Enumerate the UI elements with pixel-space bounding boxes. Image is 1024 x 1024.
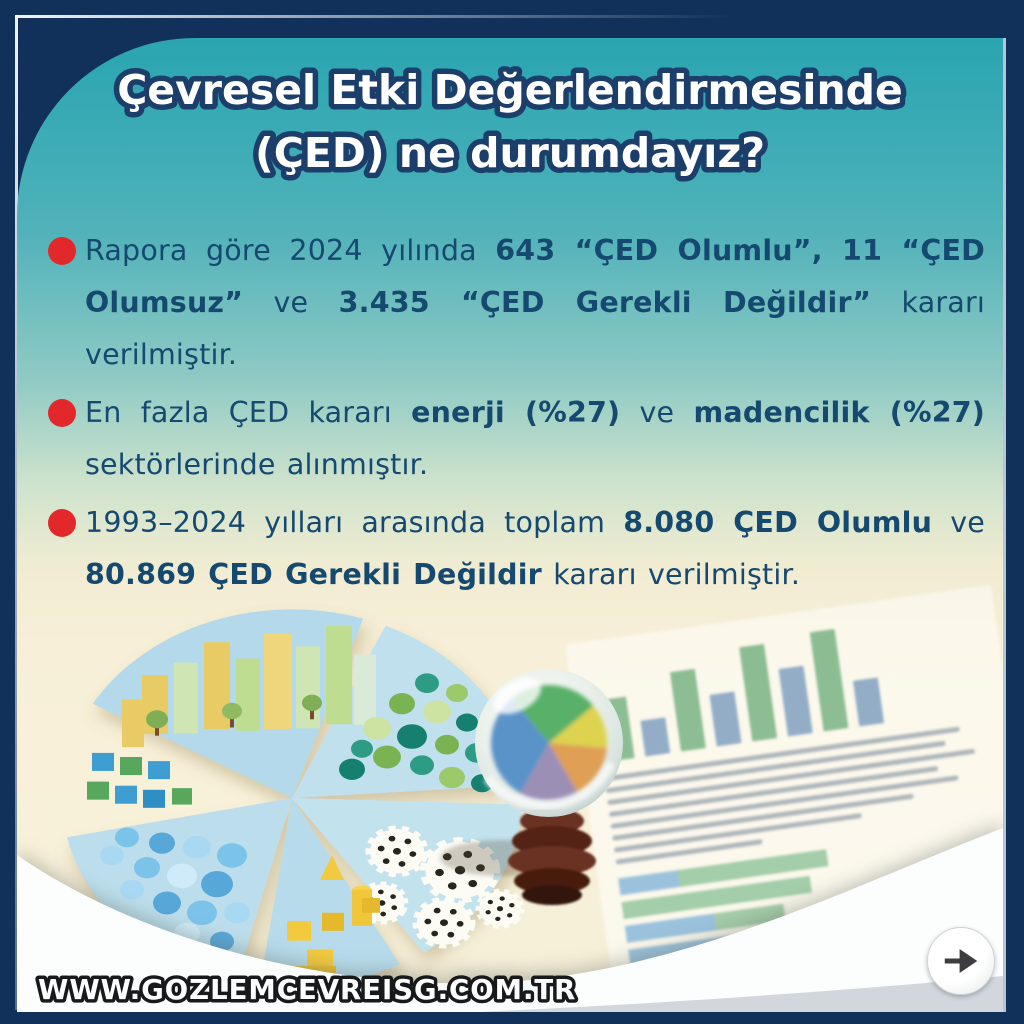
bullet-text-segment: 643 “ÇED Olumlu”, 11 “ÇED Olumsuz” [85,234,985,319]
website-url: WWW.GOZLEMCEVREISG.COM.TR [38,974,576,1006]
bullet-text-segment: sektörlerinde alınmıştır. [85,448,429,481]
bullet-text-segment: kararı verilmiştir. [541,558,801,591]
bullet-text-segment: 1993–2024 yılları arasında toplam [85,506,624,539]
bullet-text-segment: Rapora göre 2024 yılında [85,234,496,267]
page-title-line2: (ÇED) ne durumdayız? [255,129,765,177]
bullet-item: En fazla ÇED kararı enerji (%27) ve made… [48,387,985,491]
bullet-list: Rapora göre 2024 yılında 643 “ÇED Olumlu… [48,225,985,607]
bullet-text-segment: 3.435 “ÇED Gerekli Değildir” [338,286,872,319]
bullet-item: 1993–2024 yılları arasında toplam 8.080 … [48,497,985,601]
frame-shine-top [15,15,735,18]
bullet-text-segment: kararı verilmiştir. [85,286,985,371]
frame-shine-left [15,15,18,1010]
arrow-right-icon [944,949,978,973]
next-arrow-button[interactable] [927,927,995,995]
frame-shine-right [1003,38,1006,1012]
blue-paper-balls [100,827,250,952]
content-panel: Çevresel Etki Değerlendirmesinde (ÇED) n… [17,38,1003,1012]
page-title-line1: Çevresel Etki Değerlendirmesinde [117,66,903,114]
wooden-stand [508,808,596,905]
wave-gray-band [477,976,1003,1012]
bullet-text-segment: enerji (%27) [411,396,621,429]
miniature-city [122,625,376,748]
bullet-item: Rapora göre 2024 yılında 643 “ÇED Olumlu… [48,225,985,381]
bullet-text-segment: 80.869 ÇED Gerekli Değildir [85,558,542,591]
page-title: Çevresel Etki Değerlendirmesinde (ÇED) n… [112,61,909,183]
bullet-text-segment: ve [932,506,985,539]
bullet-dot [48,237,76,265]
bullet-text-segment: 8.080 ÇED Olumlu [623,506,933,539]
bullet-dot [48,399,76,427]
pie-chart-photo [67,609,623,987]
bottom-wave: WWW.GOZLEMCEVREISG.COM.TR [17,828,1003,1012]
bullet-text-segment: En fazla ÇED kararı [85,396,412,429]
wave-shape [17,828,1003,1012]
bullet-dot [48,509,76,537]
bullet-text-segment: ve [620,396,694,429]
bullet-text-segment: ve [243,286,339,319]
bullet-text-segment: madencilik (%27) [693,396,985,429]
crystal-ball [440,669,623,905]
colored-cubes [87,752,192,808]
